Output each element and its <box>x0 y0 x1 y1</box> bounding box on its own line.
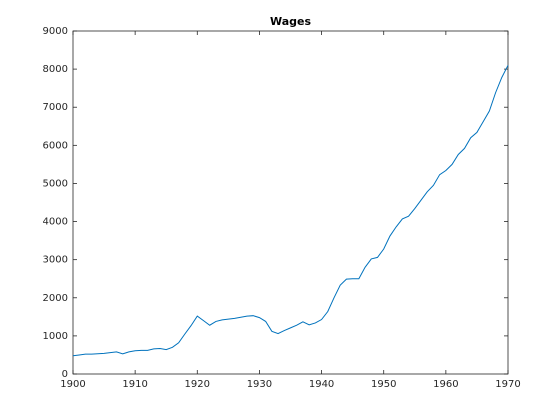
x-tick-label: 1910 <box>122 379 147 390</box>
y-tick-label: 7000 <box>43 102 68 113</box>
x-tick-label: 1940 <box>309 379 334 390</box>
y-tick-label: 4000 <box>43 217 68 228</box>
y-tick-label: 8000 <box>43 64 68 75</box>
x-tick-label: 1970 <box>495 379 520 390</box>
y-tick-label: 0 <box>62 369 68 380</box>
x-tick-label: 1930 <box>247 379 272 390</box>
x-tick-label: 1900 <box>60 379 85 390</box>
y-tick-label: 1000 <box>43 331 68 342</box>
line <box>72 65 509 357</box>
y-tick-label: 2000 <box>43 293 68 304</box>
chart-title: Wages <box>270 15 311 28</box>
y-tick-label: 3000 <box>43 255 68 266</box>
axes-box <box>72 30 509 375</box>
x-tick-label: 1920 <box>185 379 210 390</box>
y-tick-label: 9000 <box>43 26 68 37</box>
x-tick-label: 1950 <box>371 379 396 390</box>
x-tick-label: 1960 <box>433 379 458 390</box>
y-tick-label: 6000 <box>43 140 68 151</box>
y-tick-label: 5000 <box>43 178 68 189</box>
